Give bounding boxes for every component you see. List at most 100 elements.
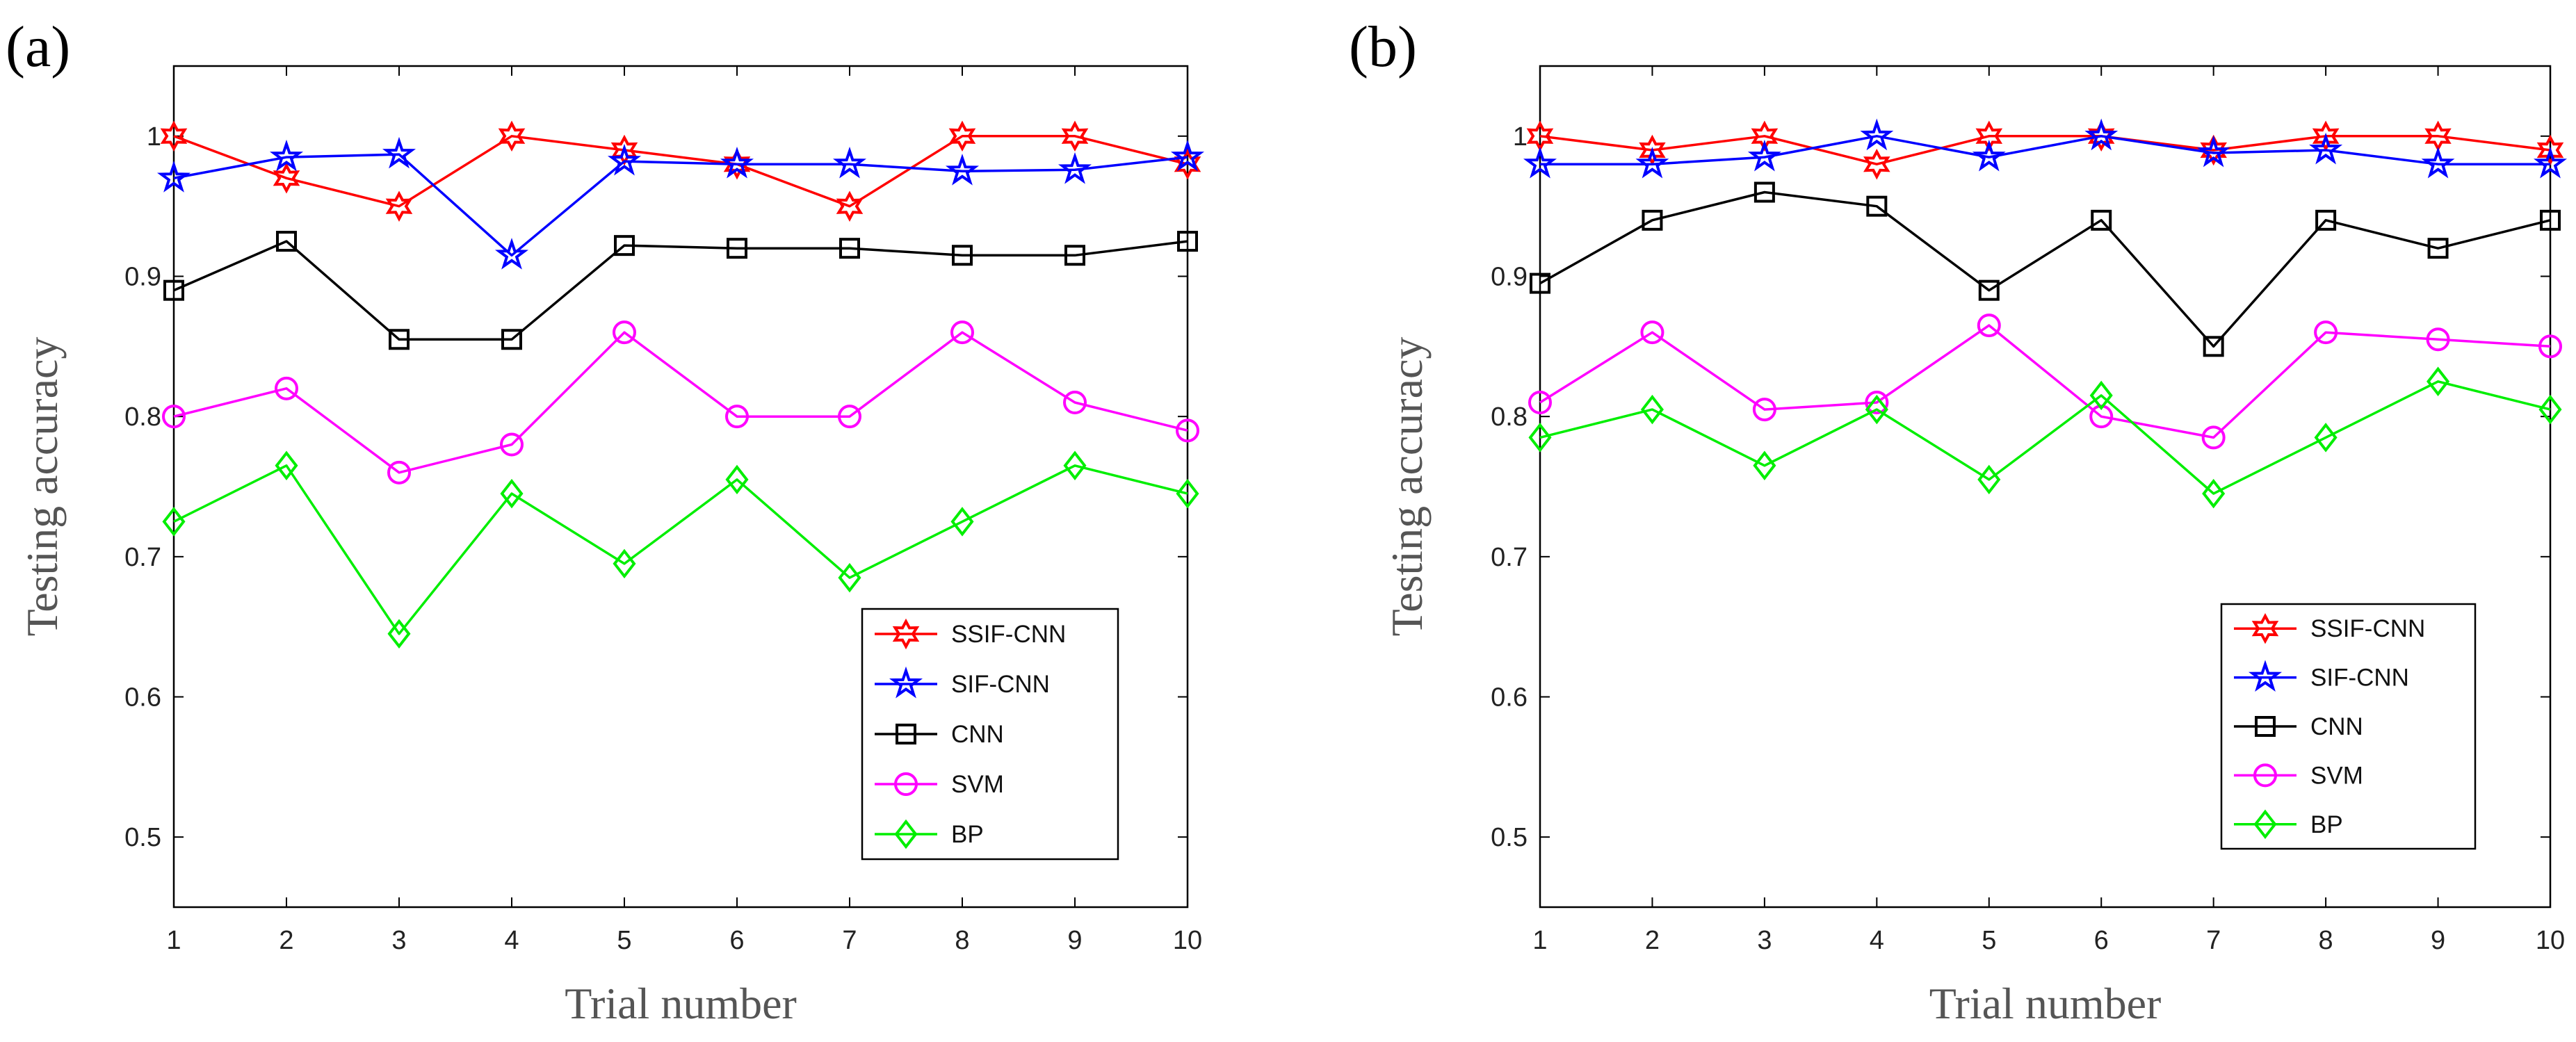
chart-b-series-sif-cnn-point bbox=[2421, 147, 2455, 179]
chart-b-series-svm-point bbox=[1528, 391, 1552, 414]
chart-a-x-tick-label: 8 bbox=[955, 926, 969, 955]
chart-a-series-ssif-cnn bbox=[160, 120, 1201, 222]
chart-b-series-sif-cnn-point bbox=[2533, 147, 2568, 179]
chart-b-x-tick-label: 5 bbox=[1982, 926, 1996, 955]
chart-b-legend-item-sif-cnn-marker bbox=[2248, 660, 2283, 692]
chart-b-series-sif-cnn-point bbox=[1860, 118, 1894, 151]
chart-b-series-ssif-cnn-line bbox=[1539, 135, 2551, 165]
chart-a-legend-item-bp-label: BP bbox=[951, 821, 984, 848]
chart-a-series-svm-point bbox=[725, 405, 749, 429]
chart-a-x-tick-label: 10 bbox=[1173, 926, 1202, 955]
chart-a-series-ssif-cnn-point bbox=[273, 163, 300, 194]
chart-b-series-bp-point bbox=[1528, 423, 1552, 453]
chart-a-series-svm-point bbox=[1176, 418, 1199, 443]
chart-a-series-svm-line bbox=[173, 331, 1188, 474]
chart-b-x-tick-label: 8 bbox=[2319, 926, 2333, 955]
chart-a-legend-item-svm-label: SVM bbox=[951, 771, 1004, 798]
chart-panel-a: (a) 1 2 3 4 5 6 7 8 9 10 0.5 0.6 0.7 0.8 0.9 1 Trial numb… bbox=[6, 15, 1205, 1028]
chart-b-series-svm-point bbox=[1865, 391, 1889, 414]
chart-b-legend-item-cnn-marker bbox=[2255, 716, 2276, 737]
chart-a-series-sif-cnn-point bbox=[1170, 139, 1205, 172]
chart-b-series-cnn-point bbox=[2203, 336, 2224, 357]
chart-a-y-tick-label: 1 bbox=[147, 122, 161, 152]
chart-a-legend: SSIF-CNN SIF-CNN CNN SVM BP bbox=[861, 608, 1119, 861]
chart-a-series-cnn-point bbox=[727, 238, 747, 259]
chart-b-x-tick-label: 1 bbox=[1532, 926, 1547, 955]
chart-a-x-tick-label: 4 bbox=[504, 926, 519, 955]
chart-b-legend-item-svm: SVM bbox=[2234, 762, 2363, 789]
chart-a-x-tick-label: 6 bbox=[729, 926, 744, 955]
chart-b-series-ssif-cnn-point bbox=[2087, 120, 2115, 152]
chart-a-series-cnn-point bbox=[1064, 245, 1085, 266]
chart-a-axes-box bbox=[172, 65, 1189, 909]
chart-b-series-cnn-point bbox=[1753, 181, 1775, 203]
chart-b-legend-item-sif-cnn: SIF-CNN bbox=[2234, 660, 2409, 692]
chart-a-series-sif-cnn-point bbox=[382, 136, 416, 169]
chart-b-legend-item-bp: BP bbox=[2234, 809, 2343, 840]
chart-b-series-cnn-point bbox=[1642, 209, 1663, 231]
chart-b-series-bp-point bbox=[2089, 380, 2113, 411]
chart-a-series-bp bbox=[162, 450, 1199, 649]
chart-a-series-sif-cnn-line bbox=[173, 153, 1188, 257]
chart-b-series-bp-point bbox=[1640, 394, 1664, 425]
chart-b-y-tick-label: 0.9 bbox=[1491, 263, 1528, 292]
chart-a-series-ssif-cnn-point bbox=[948, 120, 976, 152]
chart-b-series-bp-point bbox=[2202, 478, 2226, 509]
chart-b-legend-item-svm-marker bbox=[2253, 763, 2277, 788]
chart-a-series-bp-point bbox=[500, 478, 524, 509]
chart-a-series-bp-point bbox=[1176, 478, 1199, 509]
chart-a-legend-item-cnn-marker bbox=[896, 724, 916, 744]
chart-b-series-cnn-point bbox=[2427, 238, 2449, 259]
chart-b-x-tick-label: 7 bbox=[2206, 926, 2221, 955]
chart-b-series-ssif-cnn-point bbox=[2536, 134, 2564, 166]
chart-b-series-sif-cnn-point bbox=[2196, 135, 2230, 168]
chart-b-series-ssif-cnn-point bbox=[1639, 134, 1666, 166]
chart-b-series-sif-cnn-line bbox=[1540, 135, 2550, 165]
chart-b-series-svm-point bbox=[1977, 314, 2001, 338]
chart-b-y-axis-title: Testing accuracy bbox=[1382, 337, 1432, 637]
chart-a-series-ssif-cnn-line bbox=[173, 135, 1188, 208]
chart-b-series-cnn bbox=[1530, 181, 2561, 357]
chart-a-legend-item-bp-marker bbox=[894, 819, 918, 849]
chart-b-series-svm-point bbox=[2538, 334, 2562, 359]
chart-a-legend-item-ssif-cnn-marker bbox=[892, 618, 920, 650]
chart-b-y-tick-label: 0.5 bbox=[1491, 823, 1528, 852]
chart-b-legend-item-ssif-cnn: SSIF-CNN bbox=[2234, 612, 2425, 644]
chart-a-legend-item-cnn-label: CNN bbox=[951, 721, 1004, 748]
chart-b-series-svm-line bbox=[1539, 324, 2551, 439]
chart-a-series-svm-point bbox=[613, 320, 636, 345]
chart-b-series-bp-point bbox=[2427, 366, 2450, 397]
chart-a-series-sif-cnn-point bbox=[1058, 152, 1092, 184]
chart-b-x-tick-label: 9 bbox=[2431, 926, 2445, 955]
chart-b-series-ssif-cnn-point bbox=[1975, 120, 2003, 152]
chart-panel-b: (b) 1 2 3 4 5 6 7 8 9 10 0.5 0.6 0.7 0.8 0.9 1 Trial numb… bbox=[1349, 15, 2568, 1028]
chart-b-legend-item-ssif-cnn-label: SSIF-CNN bbox=[2310, 615, 2425, 642]
chart-a-series-bp-point bbox=[613, 548, 636, 579]
chart-a-series-svm-point bbox=[275, 376, 298, 400]
chart-b-series-svm bbox=[1528, 314, 2562, 450]
chart-a-series-sif-cnn-point bbox=[607, 143, 642, 176]
chart-a-legend-item-ssif-cnn: SSIF-CNN bbox=[875, 618, 1066, 650]
chart-a-x-tick-label: 9 bbox=[1067, 926, 1082, 955]
chart-b-x-axis-title: Trial number bbox=[1929, 979, 2162, 1028]
chart-b-series-bp-point bbox=[1977, 464, 2001, 495]
chart-a-series-bp-line bbox=[173, 464, 1188, 635]
chart-a-series-cnn bbox=[163, 231, 1198, 350]
chart-a-series-ssif-cnn-point bbox=[723, 148, 751, 180]
chart-b-series-bp-line bbox=[1539, 380, 2551, 495]
chart-a-x-tick-label: 3 bbox=[391, 926, 406, 955]
chart-a-series-sif-cnn-point bbox=[156, 161, 191, 193]
chart-a-legend-item-svm-marker bbox=[894, 772, 918, 796]
chart-b-series-cnn-point bbox=[2315, 209, 2337, 231]
chart-a-legend-item-sif-cnn-marker bbox=[889, 666, 923, 699]
chart-b-series-ssif-cnn bbox=[1526, 120, 2564, 180]
chart-b-series-svm-point bbox=[1640, 320, 1664, 345]
chart-b-series-bp-point bbox=[1865, 394, 1888, 425]
chart-b-y-tick-label: 0.6 bbox=[1491, 683, 1528, 713]
chart-a-series-bp-point bbox=[387, 619, 411, 649]
chart-b-series-sif-cnn-point bbox=[1747, 139, 1781, 172]
chart-a-series-cnn-point bbox=[276, 231, 297, 252]
chart-b-series-ssif-cnn-point bbox=[2200, 134, 2227, 166]
chart-b-y-tick-label: 1 bbox=[1513, 122, 1528, 152]
